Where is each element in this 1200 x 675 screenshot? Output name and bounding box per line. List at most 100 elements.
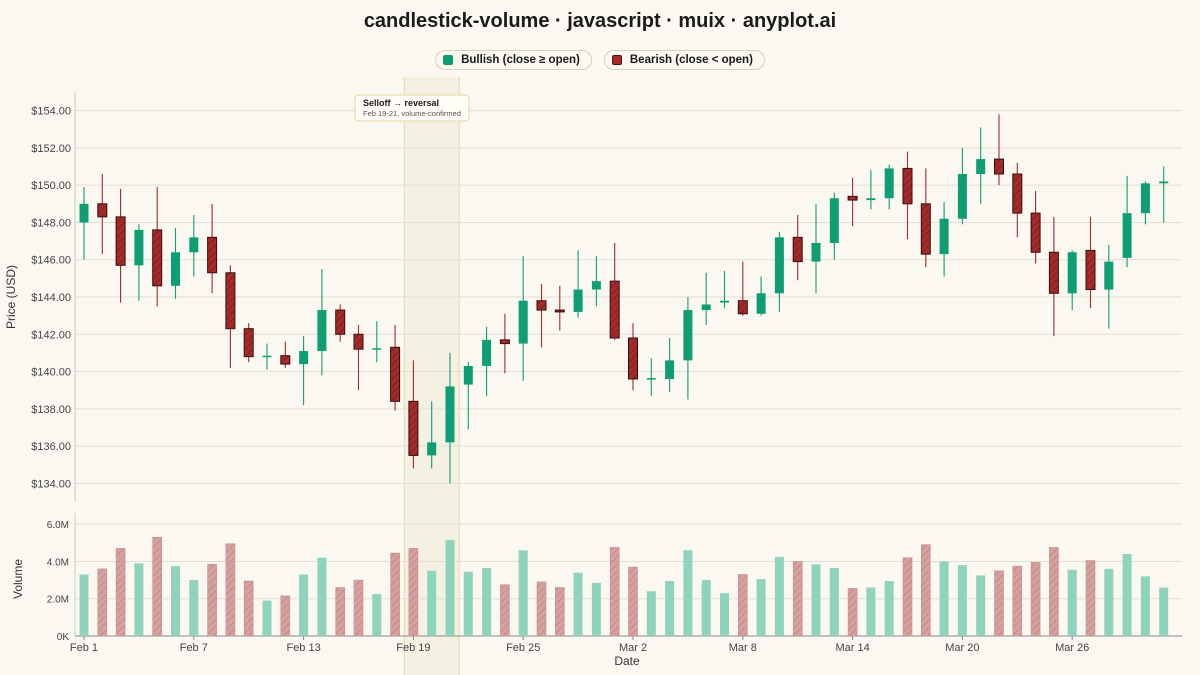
legend-item-bearish[interactable]: Bearish (close < open) [603,50,765,70]
candle-bearish [737,261,748,316]
candle-body [957,174,967,219]
candle-bearish [152,187,163,307]
candle-bearish [536,283,547,348]
candle-bullish [134,224,144,301]
legend-item-bullish[interactable]: Bullish (close ≥ open) [435,50,592,70]
candle-body [829,198,839,243]
bearish-swatch-icon [611,55,622,65]
candle-bullish [884,164,894,210]
candle-body [243,328,254,358]
volume-bar-bullish [463,571,473,636]
candle-body [646,378,656,380]
volume-bar-bearish [152,536,162,637]
volume-tick-label: 4.0M [47,557,69,568]
volume-bar-bullish [939,561,949,636]
volume-bar-bearish [408,548,419,637]
candle-bullish [829,192,839,260]
candle-bullish [518,256,528,381]
volume-bar-bearish [792,561,803,637]
candle-bearish [609,242,620,340]
candle-bearish [97,174,108,255]
candle-bearish [408,360,419,469]
candles-layer [79,114,1169,484]
candle-body [299,351,309,365]
candle-bearish [207,203,218,294]
candle-bearish [353,324,364,391]
x-tick-label: Mar 14 [835,642,869,654]
volume-layer [79,536,1169,637]
x-tick-label: Feb 13 [286,642,320,654]
volume-bar-bullish [1159,587,1169,636]
volume-bar-bearish [390,552,400,637]
volume-bar-bearish [115,548,126,637]
volume-bar-bearish [847,588,858,637]
volume-bar-bearish [500,584,510,637]
volume-bar-bullish [171,566,180,636]
legend-label-bullish: Bullish (close ≥ open) [461,54,580,66]
volume-bar-bearish [902,557,913,637]
candle-bullish [976,127,986,204]
candle-bullish [720,270,729,309]
candle-bullish [482,326,492,396]
volume-bar-bearish [536,581,547,637]
candle-body [683,310,693,361]
candle-body [482,339,492,366]
candle-body [408,400,419,456]
volume-bar-bearish [280,595,291,637]
candle-body [774,237,784,294]
candle-body [1104,261,1114,290]
volume-bar-bearish [207,563,217,637]
candle-bullish [756,276,766,316]
candle-body [554,309,565,313]
price-tick-label: $138.00 [31,404,71,416]
candle-bullish [171,228,180,299]
volume-bar-bullish [518,550,528,636]
candle-bearish [225,265,236,368]
volume-bar-bearish [609,547,620,637]
candle-bullish [573,250,583,318]
candle-body [1067,252,1077,294]
candle-bullish [701,272,711,325]
candle-bullish [372,321,382,363]
candle-bearish [994,114,1004,186]
candle-bearish [335,304,346,342]
candle-body [1140,183,1150,214]
candle-bullish [957,147,967,225]
candle-body [463,365,473,385]
candle-body [372,348,382,350]
volume-bar-bullish [720,593,729,636]
x-tick-label: Mar 8 [729,642,757,654]
candle-body [591,281,601,290]
annotation-callout-box [354,94,470,122]
volume-tick-label: 6.0M [47,520,69,531]
candle-bearish [1048,216,1059,337]
volume-bar-bullish [573,572,583,636]
candle-bullish [1067,250,1077,311]
price-tick-label: $144.00 [31,292,71,304]
candle-bearish [1012,162,1023,238]
volume-bar-bullish [299,574,309,636]
legend-label-bearish: Bearish (close < open) [629,54,753,66]
candle-body [390,346,401,402]
volume-bar-bullish [189,580,199,636]
volume-bar-bearish [737,574,748,637]
candle-bullish [939,201,949,277]
candle-body [1122,213,1132,258]
candle-body [427,442,437,456]
volume-bar-bullish [427,570,437,636]
candle-body [1030,212,1041,253]
volume-bar-bullish [1067,569,1077,636]
candle-bullish [463,362,473,430]
candle-bearish [920,168,931,268]
candle-body [811,242,821,262]
candle-body [1012,173,1023,214]
price-tick-label: $150.00 [31,180,71,192]
candle-bullish [866,170,876,210]
volume-bar-bearish [353,579,364,637]
candle-bearish [115,188,126,303]
candle-body [518,300,528,344]
volume-bar-bullish [1104,568,1114,636]
price-tick-label: $140.00 [31,367,71,379]
volume-bar-bearish [1085,560,1096,637]
